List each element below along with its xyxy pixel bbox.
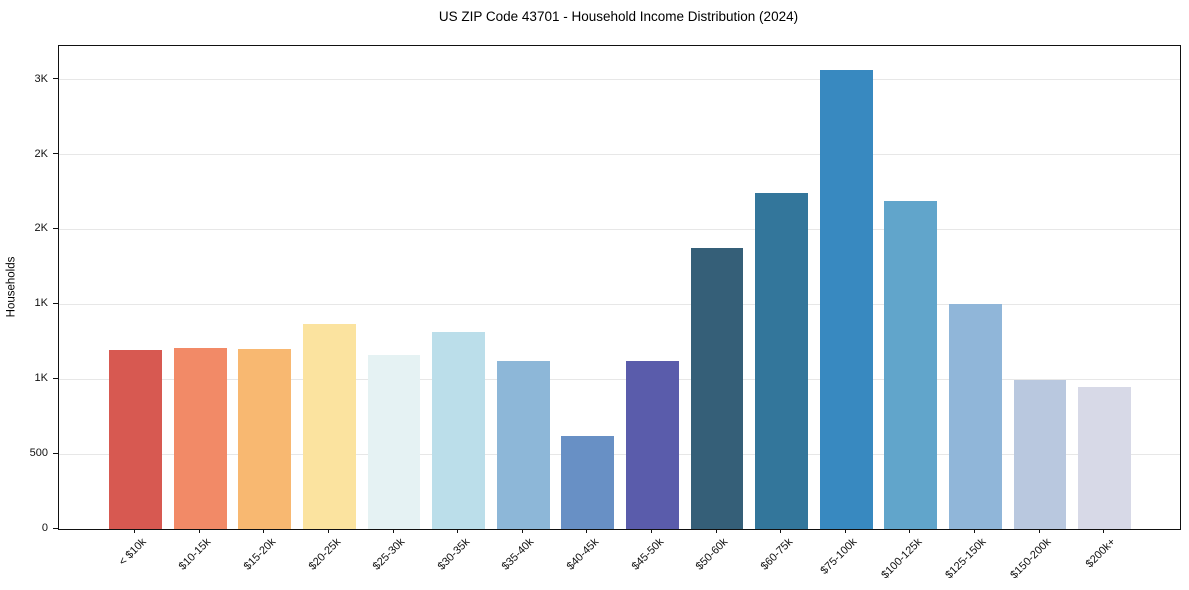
- x-tick-mark: [521, 529, 523, 533]
- chart-title: US ZIP Code 43701 - Household Income Dis…: [438, 9, 799, 24]
- bar--25-30k: [367, 354, 421, 529]
- bar--60-75k: [755, 192, 808, 529]
- x-tick-mark: [909, 529, 911, 533]
- y-tick-mark: [53, 78, 58, 80]
- x-tick-label: $60-75k: [758, 536, 796, 573]
- x-tick-mark: [1103, 529, 1105, 533]
- x-tick-mark: [327, 529, 329, 533]
- x-tick-label: $25-30k: [370, 536, 408, 573]
- gridline: [59, 154, 1180, 156]
- gridline: [59, 378, 1180, 380]
- x-tick-mark: [715, 529, 717, 533]
- y-tick-label: 2K: [34, 147, 48, 160]
- y-tick-mark: [53, 452, 58, 454]
- gridline: [59, 453, 1180, 455]
- x-tick-mark: [844, 529, 846, 533]
- x-tick-mark: [973, 529, 975, 533]
- y-tick-mark: [53, 377, 58, 379]
- x-tick-label: $10-15k: [177, 536, 214, 573]
- bar--15-20k: [238, 349, 292, 529]
- x-tick-mark: [650, 529, 652, 533]
- x-tick-label: $35-40k: [500, 536, 537, 573]
- gridline: [59, 303, 1180, 305]
- x-tick-label: $100-125k: [879, 536, 925, 582]
- x-tick-label: $30-35k: [435, 536, 473, 573]
- x-tick-label: $15-20k: [241, 536, 279, 573]
- x-tick-mark: [198, 529, 200, 533]
- bar--200k-: [1078, 386, 1131, 529]
- x-tick-label: $200k+: [1083, 536, 1119, 571]
- x-tick-label: $75-100k: [818, 536, 860, 577]
- bar--30-35k: [432, 331, 485, 529]
- y-tick-mark: [53, 227, 58, 229]
- x-tick-mark: [586, 529, 588, 533]
- bar--40-45k: [561, 435, 615, 529]
- y-tick-label: 1K: [34, 372, 48, 385]
- plot-area: [58, 45, 1181, 530]
- x-tick-mark: [392, 529, 394, 533]
- bar--100-125k: [884, 200, 938, 529]
- y-tick-label: 3K: [34, 72, 48, 85]
- x-tick-label: $125-150k: [943, 536, 989, 582]
- x-tick-label: $50-60k: [693, 536, 731, 573]
- bar--75-100k: [819, 69, 873, 529]
- y-tick-label: 500: [29, 447, 48, 460]
- x-tick-mark: [134, 529, 136, 533]
- gridline: [59, 79, 1180, 81]
- y-tick-label: 2K: [34, 222, 48, 235]
- bar--125-150k: [949, 304, 1002, 529]
- bar--50-60k: [690, 248, 744, 529]
- gridline: [59, 228, 1180, 230]
- bar--150-200k: [1013, 379, 1067, 529]
- x-tick-label: $40-45k: [564, 536, 602, 573]
- x-tick-mark: [457, 529, 459, 533]
- x-tick-label: $20-25k: [306, 536, 343, 573]
- x-tick-label: $150-200k: [1008, 536, 1054, 582]
- x-tick-mark: [1038, 529, 1040, 533]
- bar--45-50k: [626, 361, 679, 529]
- y-tick-label: 0: [41, 522, 48, 534]
- y-tick-label: 1K: [34, 297, 48, 310]
- y-tick-mark: [53, 302, 58, 304]
- x-tick-mark: [780, 529, 782, 533]
- x-tick-label: < $10k: [117, 536, 150, 569]
- bar--10-15k: [173, 348, 227, 529]
- bar--20-25k: [303, 324, 356, 529]
- x-tick-mark: [263, 529, 265, 533]
- y-tick-mark: [53, 527, 58, 529]
- bar--10k: [109, 350, 162, 529]
- y-tick-mark: [53, 153, 58, 155]
- x-tick-label: $45-50k: [629, 536, 666, 573]
- bar--35-40k: [496, 360, 550, 529]
